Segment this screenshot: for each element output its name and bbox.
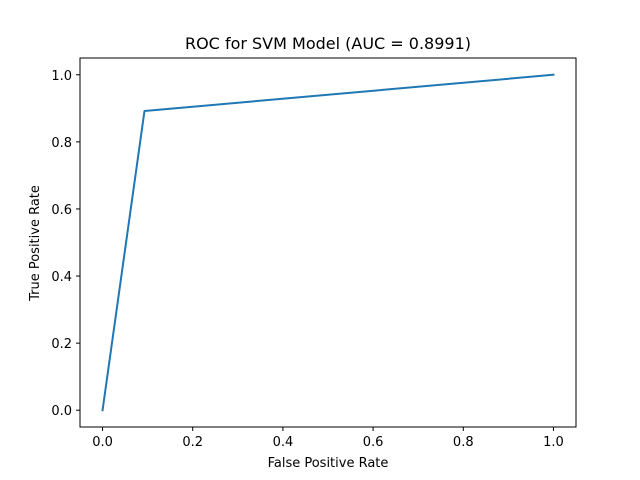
y-tick-label: 1.0 bbox=[51, 69, 72, 84]
plot-area: 0.0 0.2 0.4 0.6 0.8 1.0 0.0 0.2 0.4 0.6 0.8 1.0 bbox=[51, 57, 577, 450]
x-tick-label: 0.2 bbox=[182, 435, 203, 450]
x-tick-label: 0.4 bbox=[273, 435, 294, 450]
x-axis-label: False Positive Rate bbox=[268, 456, 389, 471]
y-axis-label: True Positive Rate bbox=[28, 185, 43, 302]
roc-curve-line-0 bbox=[101, 73, 555, 412]
y-tick-label: 0.0 bbox=[51, 404, 72, 419]
chart-title: ROC for SVM Model (AUC = 0.8991) bbox=[185, 34, 471, 53]
axes-frame bbox=[79, 57, 577, 428]
y-tick-label: 0.8 bbox=[51, 136, 72, 151]
x-tick-label: 0.0 bbox=[92, 435, 113, 450]
y-tick-label: 0.4 bbox=[51, 270, 72, 285]
x-tick-label: 0.6 bbox=[363, 435, 384, 450]
y-tick-label: 0.2 bbox=[51, 337, 72, 352]
x-tick-label: 0.8 bbox=[453, 435, 474, 450]
x-tick-label: 1.0 bbox=[543, 435, 564, 450]
y-tick-label: 0.6 bbox=[51, 203, 72, 218]
